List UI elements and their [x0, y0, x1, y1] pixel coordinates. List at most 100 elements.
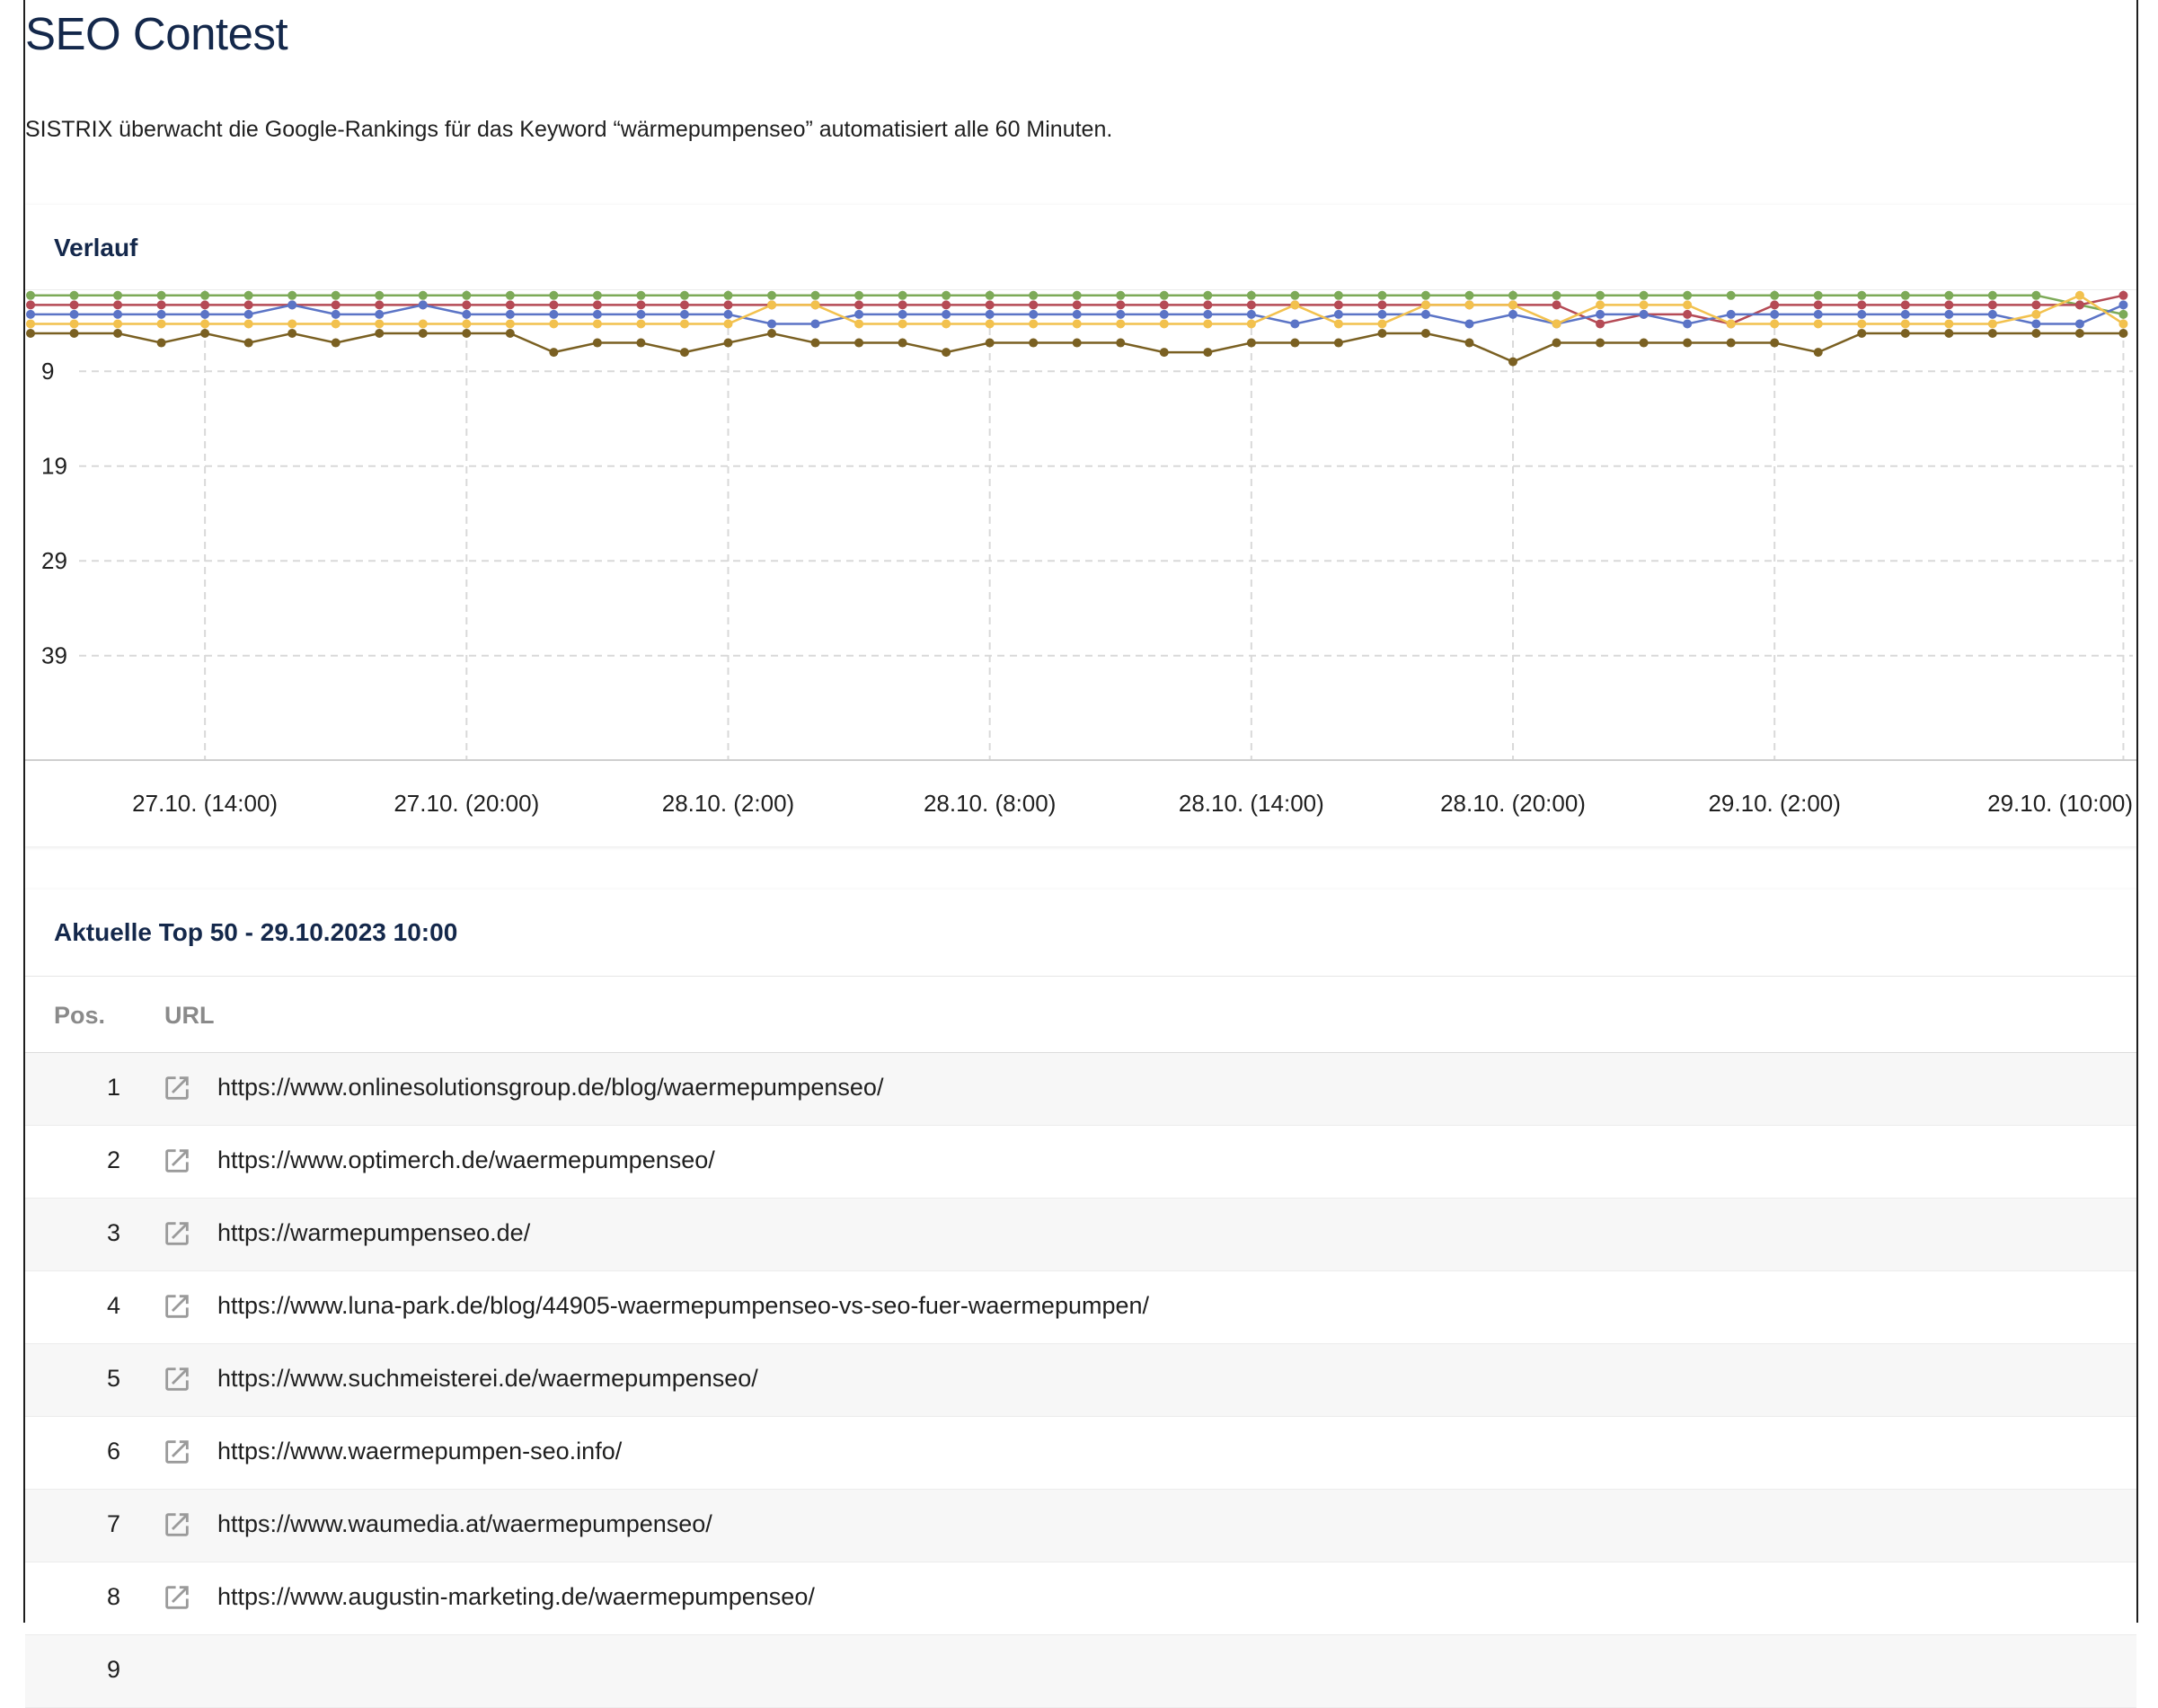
data-point [679, 348, 689, 358]
table-header: Pos. URL [25, 977, 2136, 1053]
data-point [985, 300, 995, 310]
data-point [1246, 290, 1256, 300]
result-url-link[interactable]: https://www.optimerch.de/waermepumpenseo… [217, 1146, 715, 1173]
data-point [1857, 319, 1867, 329]
y-tick-label: 29 [41, 547, 67, 574]
result-url-link[interactable]: https://www.onlinesolutionsgroup.de/blog… [217, 1074, 884, 1101]
data-point [679, 319, 689, 329]
data-point [854, 338, 864, 348]
data-point [331, 319, 341, 329]
result-url-link[interactable]: https://www.suchmeisterei.de/waermepumpe… [217, 1365, 758, 1392]
result-url-link[interactable]: https://www.waermepumpen-seo.info/ [217, 1438, 623, 1465]
data-point [1683, 309, 1693, 319]
external-link-icon[interactable] [162, 1291, 192, 1322]
row-position: 2 [106, 1146, 120, 1173]
data-point [1203, 290, 1213, 300]
data-point [156, 300, 166, 310]
data-point [200, 319, 210, 329]
external-link-icon[interactable] [162, 1437, 192, 1467]
data-point [1987, 319, 1997, 329]
data-point [1377, 309, 1387, 319]
page-border-left [23, 0, 25, 1623]
data-point [418, 319, 428, 329]
data-point [854, 319, 864, 329]
data-point [1508, 357, 1518, 367]
data-point [2031, 329, 2041, 338]
data-point [636, 319, 646, 329]
data-point [113, 290, 123, 300]
data-point [1072, 300, 1082, 310]
x-tick-label: 27.10. (20:00) [394, 790, 539, 817]
x-tick-label: 29.10. (10:00) [1987, 790, 2133, 817]
data-point [767, 300, 777, 310]
data-point [1159, 319, 1169, 329]
data-point [898, 300, 907, 310]
data-point [113, 329, 123, 338]
data-point [1770, 309, 1780, 319]
data-point [592, 309, 602, 319]
data-point [1246, 338, 1256, 348]
data-point [1770, 338, 1780, 348]
external-link-icon[interactable] [162, 1073, 192, 1103]
data-point [1420, 290, 1430, 300]
result-url-link[interactable]: https://www.augustin-marketing.de/waerme… [217, 1583, 815, 1610]
data-point [1029, 319, 1039, 329]
result-url-link[interactable]: https://www.waumedia.at/waermepumpenseo/ [217, 1510, 712, 1537]
data-point [1333, 290, 1343, 300]
external-link-icon[interactable] [162, 1509, 192, 1540]
data-point [1770, 300, 1780, 310]
data-point [854, 300, 864, 310]
data-point [2031, 290, 2041, 300]
data-point [1639, 338, 1649, 348]
table-title: Aktuelle Top 50 - 29.10.2023 10:00 [54, 918, 458, 946]
y-tick-label: 9 [41, 358, 54, 385]
external-link-icon[interactable] [162, 1364, 192, 1394]
external-link-icon[interactable] [162, 1146, 192, 1176]
data-point [1987, 300, 1997, 310]
data-point [243, 338, 253, 348]
row-position: 8 [106, 1583, 120, 1610]
table-row: 8 https://www.augustin-marketing.de/waerm… [25, 1562, 2136, 1635]
x-tick-label: 29.10. (2:00) [1708, 790, 1840, 817]
table-body: 1 https://www.onlinesolutionsgroup.de/blo… [25, 1053, 2136, 1708]
data-point [723, 319, 733, 329]
data-point [898, 290, 907, 300]
data-point [549, 309, 559, 319]
external-link-icon[interactable] [162, 1218, 192, 1249]
x-tick-label: 28.10. (14:00) [1179, 790, 1324, 817]
data-point [1987, 290, 1997, 300]
data-point [1596, 300, 1605, 310]
data-point [1944, 300, 1954, 310]
table-row: 4 https://www.luna-park.de/blog/44905-wae… [25, 1271, 2136, 1344]
table-row: 2 https://www.optimerch.de/waermepumpense… [25, 1126, 2136, 1199]
data-point [1552, 290, 1561, 300]
data-point [985, 319, 995, 329]
data-point [1290, 338, 1300, 348]
result-url-link[interactable]: https://warmepumpenseo.de/ [217, 1219, 531, 1246]
data-point [287, 300, 297, 310]
result-url-link[interactable]: https://www.luna-park.de/blog/44905-waer… [217, 1292, 1150, 1319]
data-point [985, 309, 995, 319]
data-point [592, 319, 602, 329]
data-point [898, 319, 907, 329]
data-point [1464, 300, 1474, 310]
data-point [1159, 290, 1169, 300]
data-point [1072, 319, 1082, 329]
data-point [1552, 300, 1561, 310]
data-point [985, 338, 995, 348]
row-position: 1 [106, 1074, 120, 1101]
column-header-pos: Pos. [54, 1002, 106, 1029]
data-point [679, 309, 689, 319]
data-point [2031, 309, 2041, 319]
data-point [69, 300, 79, 310]
data-point [1857, 309, 1867, 319]
external-link-icon[interactable] [162, 1582, 192, 1613]
data-point [1596, 309, 1605, 319]
data-point [1072, 309, 1082, 319]
data-point [723, 300, 733, 310]
chart-title: Verlauf [54, 234, 138, 261]
data-point [1116, 300, 1126, 310]
data-point [156, 290, 166, 300]
column-header-url: URL [164, 1002, 215, 1029]
data-point [1029, 309, 1039, 319]
